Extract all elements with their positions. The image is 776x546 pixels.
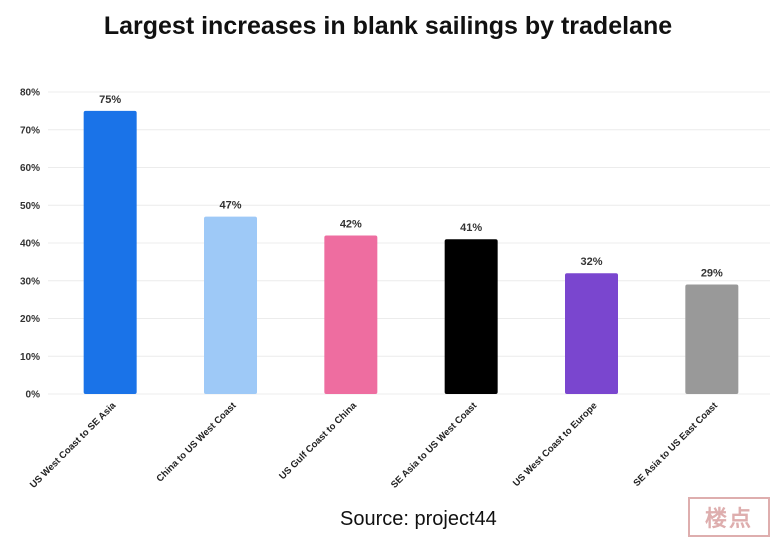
bar bbox=[565, 273, 618, 394]
value-label: 42% bbox=[340, 218, 362, 230]
y-tick-label: 70% bbox=[20, 125, 40, 136]
bar bbox=[685, 284, 739, 394]
y-axis-ticks: 0% 10% 20% 30% 40% 50% 60% 70% 80% bbox=[20, 88, 40, 401]
bar bbox=[324, 235, 378, 394]
chart-title: Largest increases in blank sailings by t… bbox=[103, 12, 673, 40]
category-label: SE Asia to US East Coast bbox=[631, 400, 720, 489]
value-label: 29% bbox=[701, 268, 723, 280]
y-tick-label: 20% bbox=[20, 314, 40, 325]
category-labels: US West Coast to SE Asia China to US West… bbox=[28, 400, 721, 491]
value-label: 32% bbox=[580, 256, 602, 268]
category-label: SE Asia to US West Coast bbox=[389, 400, 480, 491]
category-label: US West Coast to Europe bbox=[511, 400, 600, 489]
bar bbox=[444, 239, 498, 394]
bars bbox=[83, 110, 739, 394]
watermark-stamp: 楼点 bbox=[688, 497, 770, 537]
y-tick-label: 30% bbox=[20, 276, 40, 287]
y-tick-label: 40% bbox=[20, 239, 40, 250]
y-tick-label: 50% bbox=[20, 201, 40, 212]
value-label: 75% bbox=[99, 94, 121, 106]
category-label: US West Coast to SE Asia bbox=[28, 400, 119, 491]
value-labels: 75% 47% 42% 41% 32% 29% bbox=[99, 94, 723, 280]
source-note: Source: project44 bbox=[340, 508, 497, 530]
grid-lines bbox=[48, 91, 770, 395]
category-label: China to US West Coast bbox=[154, 400, 239, 485]
y-tick-label: 0% bbox=[26, 390, 41, 401]
bar bbox=[83, 110, 137, 394]
value-label: 47% bbox=[219, 200, 241, 212]
category-label: US Gulf Coast to China bbox=[277, 400, 359, 482]
value-label: 41% bbox=[460, 222, 482, 234]
y-tick-label: 10% bbox=[20, 352, 40, 363]
y-tick-label: 80% bbox=[20, 88, 40, 99]
y-tick-label: 60% bbox=[20, 163, 40, 174]
bar bbox=[204, 216, 257, 394]
